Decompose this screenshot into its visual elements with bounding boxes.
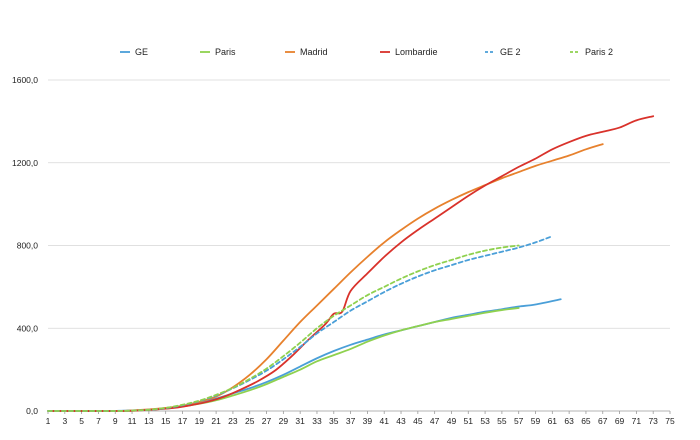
x-tick-label: 33 xyxy=(312,416,322,426)
x-tick-label: 11 xyxy=(128,416,137,426)
y-tick-label: 1600,0 xyxy=(12,75,38,85)
x-tick-label: 13 xyxy=(144,416,154,426)
y-tick-label: 0,0 xyxy=(26,406,38,416)
x-tick-label: 71 xyxy=(632,416,642,426)
x-tick-label: 75 xyxy=(665,416,675,426)
x-tick-label: 61 xyxy=(548,416,558,426)
x-tick-label: 5 xyxy=(79,416,84,426)
x-tick-label: 37 xyxy=(346,416,356,426)
x-tick-label: 53 xyxy=(480,416,490,426)
x-tick-label: 17 xyxy=(178,416,188,426)
x-tick-label: 31 xyxy=(295,416,305,426)
x-tick-label: 55 xyxy=(497,416,507,426)
x-tick-label: 27 xyxy=(262,416,272,426)
series-line-ge-2 xyxy=(47,235,554,412)
series-lines xyxy=(47,115,655,412)
x-tick-label: 65 xyxy=(581,416,591,426)
x-tick-label: 43 xyxy=(396,416,406,426)
legend-label-ge-2: GE 2 xyxy=(500,47,521,57)
x-tick-label: 51 xyxy=(464,416,474,426)
x-tick-label: 45 xyxy=(413,416,423,426)
x-tick-label: 49 xyxy=(447,416,457,426)
x-tick-label: 21 xyxy=(211,416,221,426)
x-tick-label: 63 xyxy=(564,416,574,426)
x-tick-label: 9 xyxy=(113,416,118,426)
legend-label-madrid: Madrid xyxy=(300,47,328,57)
x-tick-label: 73 xyxy=(648,416,658,426)
x-tick-label: 15 xyxy=(161,416,171,426)
legend-label-ge: GE xyxy=(135,47,148,57)
x-tick-label: 3 xyxy=(62,416,67,426)
x-tick-label: 19 xyxy=(195,416,205,426)
series-line-ge xyxy=(47,298,562,412)
legend-label-paris: Paris xyxy=(215,47,236,57)
x-tick-label: 25 xyxy=(245,416,255,426)
x-tick-label: 69 xyxy=(615,416,625,426)
x-tick-label: 35 xyxy=(329,416,339,426)
legend: GE Paris Madrid Lombardie GE 2 Paris 2 xyxy=(120,47,613,57)
y-tick-label: 800,0 xyxy=(17,241,39,251)
x-tick-label: 7 xyxy=(96,416,101,426)
legend-label-lombardie: Lombardie xyxy=(395,47,438,57)
x-tick-label: 59 xyxy=(531,416,541,426)
x-tick-label: 39 xyxy=(363,416,373,426)
x-tick-label: 1 xyxy=(46,416,51,426)
series-line-lombardie xyxy=(47,115,655,412)
x-tick-label: 23 xyxy=(228,416,238,426)
x-tick-label: 67 xyxy=(598,416,608,426)
y-tick-label: 400,0 xyxy=(17,323,39,333)
legend-label-paris-2: Paris 2 xyxy=(585,47,613,57)
series-line-madrid xyxy=(47,143,604,412)
gridlines xyxy=(48,79,670,412)
x-tick-label: 41 xyxy=(379,416,389,426)
x-tick-label: 47 xyxy=(430,416,440,426)
x-tick-label: 29 xyxy=(279,416,289,426)
y-tick-label: 1200,0 xyxy=(12,158,38,168)
series-line-paris-2 xyxy=(47,244,520,412)
x-tick-label: 57 xyxy=(514,416,524,426)
